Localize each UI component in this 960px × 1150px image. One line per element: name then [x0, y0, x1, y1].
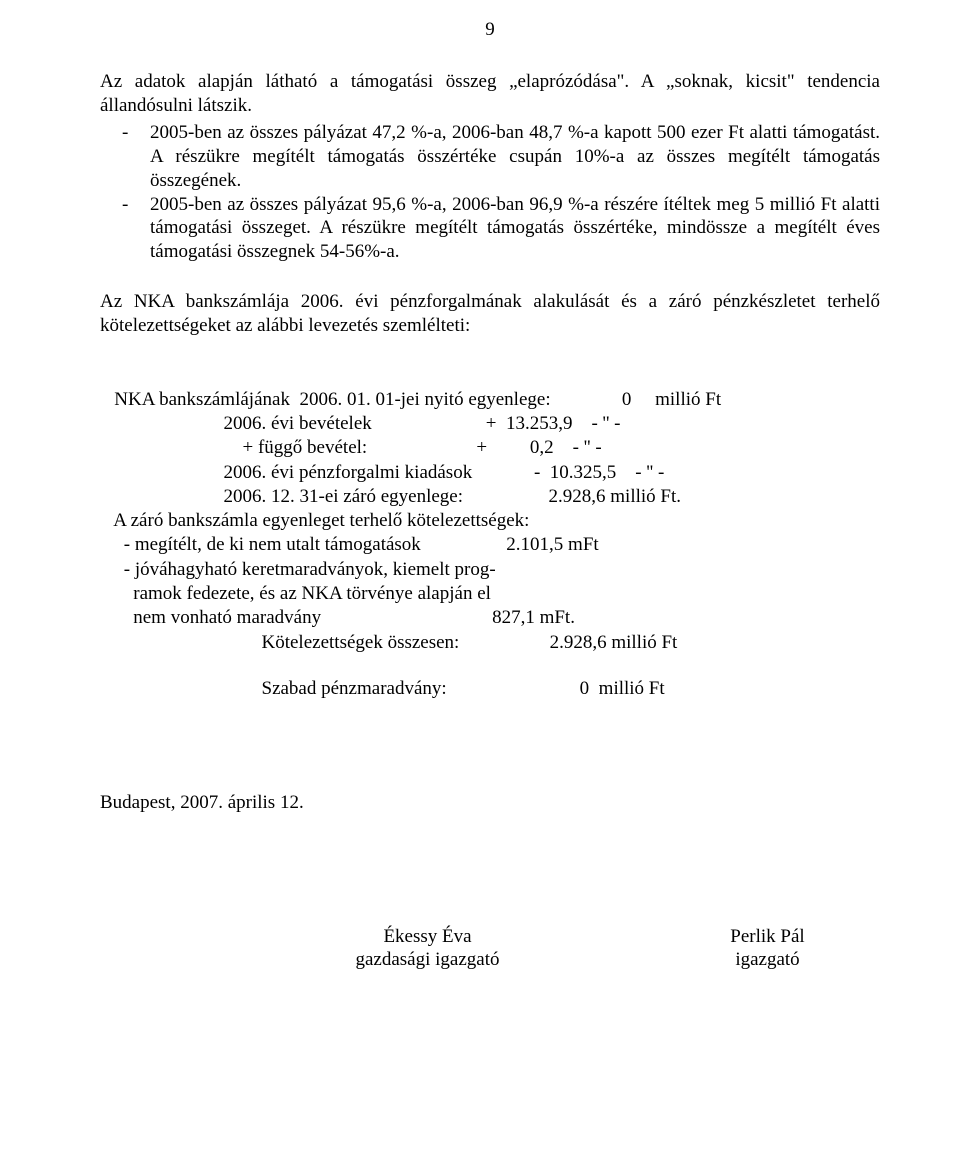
bullet-item: - 2005-ben az összes pályázat 47,2 %-a, …: [100, 121, 880, 192]
bullet-text: 2005-ben az összes pályázat 47,2 %-a, 20…: [150, 121, 880, 192]
bullet-list: - 2005-ben az összes pályázat 47,2 %-a, …: [100, 121, 880, 264]
finance-breakdown: NKA bankszámlájának 2006. 01. 01-jei nyi…: [100, 363, 880, 655]
fin-line: 2006. 12. 31-ei záró egyenlege: 2.928,6 …: [100, 486, 681, 507]
fin-line: - jóváhagyható keretmaradványok, kiemelt…: [100, 559, 496, 580]
document-date: Budapest, 2007. április 12.: [100, 791, 880, 815]
signature-left: Ékessy Éva gazdasági igazgató: [240, 925, 615, 973]
fin-line: A záró bankszámla egyenleget terhelő köt…: [100, 510, 529, 531]
signer-title: igazgató: [655, 948, 880, 972]
intro-paragraph: Az adatok alapján látható a támogatási ö…: [100, 70, 880, 118]
dash-icon: -: [100, 193, 150, 217]
bullet-text: 2005-ben az összes pályázat 95,6 %-a, 20…: [150, 193, 880, 264]
free-balance-line: Szabad pénzmaradvány: 0 millió Ft: [100, 677, 880, 701]
fin-line: 2006. évi bevételek + 13.253,9 - '' -: [100, 413, 620, 434]
page-number: 9: [100, 18, 880, 42]
signer-name: Ékessy Éva: [240, 925, 615, 949]
section-paragraph: Az NKA bankszámlája 2006. évi pénzforgal…: [100, 290, 880, 338]
fin-line: 2006. évi pénzforgalmi kiadások - 10.325…: [100, 462, 664, 483]
fin-line: nem vonható maradvány 827,1 mFt.: [100, 607, 575, 628]
fin-line: - megítélt, de ki nem utalt támogatások …: [100, 534, 599, 555]
fin-line: Kötelezettségek összesen: 2.928,6 millió…: [100, 632, 677, 653]
fin-line: ramok fedezete, és az NKA törvénye alapj…: [100, 583, 491, 604]
signature-right: Perlik Pál igazgató: [655, 925, 880, 973]
signature-row: Ékessy Éva gazdasági igazgató Perlik Pál…: [100, 925, 880, 973]
signer-title: gazdasági igazgató: [240, 948, 615, 972]
bullet-item: - 2005-ben az összes pályázat 95,6 %-a, …: [100, 193, 880, 264]
fin-line: + függő bevétel: + 0,2 - '' -: [100, 437, 602, 458]
fin-line: NKA bankszámlájának 2006. 01. 01-jei nyi…: [100, 389, 721, 410]
dash-icon: -: [100, 121, 150, 145]
signer-name: Perlik Pál: [655, 925, 880, 949]
